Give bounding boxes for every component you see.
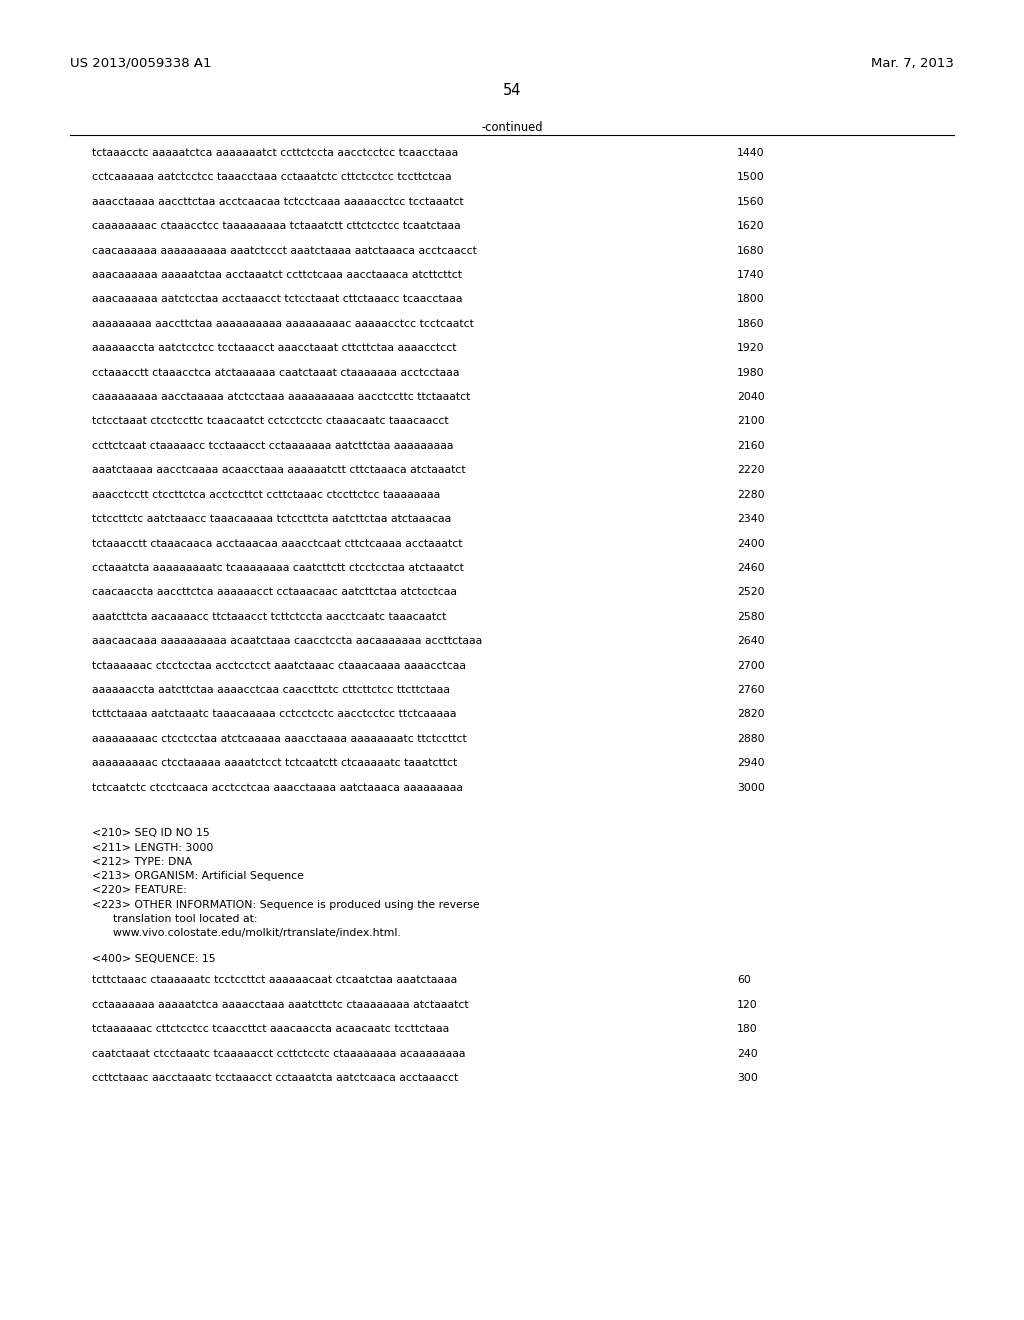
- Text: <213> ORGANISM: Artificial Sequence: <213> ORGANISM: Artificial Sequence: [92, 871, 304, 880]
- Text: 240: 240: [737, 1048, 758, 1059]
- Text: aaatctaaaa aacctcaaaa acaacctaaa aaaaaatctt cttctaaaca atctaaatct: aaatctaaaa aacctcaaaa acaacctaaa aaaaaat…: [92, 465, 466, 475]
- Text: tctaaacctc aaaaatctca aaaaaaatct ccttctccta aacctcctcc tcaacctaaa: tctaaacctc aaaaatctca aaaaaaatct ccttctc…: [92, 148, 459, 158]
- Text: aaacctcctt ctccttctca acctccttct ccttctaaac ctccttctcc taaaaaaaa: aaacctcctt ctccttctca acctccttct ccttcta…: [92, 490, 440, 500]
- Text: 1620: 1620: [737, 220, 765, 231]
- Text: tctcaatctc ctcctcaaca acctcctcaa aaacctaaaa aatctaaaca aaaaaaaaa: tctcaatctc ctcctcaaca acctcctcaa aaaccta…: [92, 783, 463, 793]
- Text: 2520: 2520: [737, 587, 765, 598]
- Text: -continued: -continued: [481, 121, 543, 135]
- Text: 2220: 2220: [737, 465, 765, 475]
- Text: ccttctcaat ctaaaaacc tcctaaacct cctaaaaaaa aatcttctaa aaaaaaaaa: ccttctcaat ctaaaaacc tcctaaacct cctaaaaa…: [92, 441, 454, 451]
- Text: aaaaaaaaac ctcctcctaa atctcaaaaa aaacctaaaa aaaaaaaatc ttctccttct: aaaaaaaaac ctcctcctaa atctcaaaaa aaaccta…: [92, 734, 467, 744]
- Text: 1560: 1560: [737, 197, 765, 207]
- Text: <220> FEATURE:: <220> FEATURE:: [92, 886, 187, 895]
- Text: 2940: 2940: [737, 758, 765, 768]
- Text: 2880: 2880: [737, 734, 765, 744]
- Text: <210> SEQ ID NO 15: <210> SEQ ID NO 15: [92, 828, 210, 838]
- Text: 120: 120: [737, 999, 758, 1010]
- Text: caaaaaaaac ctaaacctcc taaaaaaaaa tctaaatctt cttctcctcc tcaatctaaa: caaaaaaaac ctaaacctcc taaaaaaaaa tctaaat…: [92, 220, 461, 231]
- Text: tcttctaaac ctaaaaaatc tcctccttct aaaaaacaat ctcaatctaa aaatctaaaa: tcttctaaac ctaaaaaatc tcctccttct aaaaaac…: [92, 975, 458, 985]
- Text: <223> OTHER INFORMATION: Sequence is produced using the reverse: <223> OTHER INFORMATION: Sequence is pro…: [92, 899, 480, 909]
- Text: 1500: 1500: [737, 172, 765, 182]
- Text: aaacaaaaaa aaaaatctaa acctaaatct ccttctcaaa aacctaaaca atcttcttct: aaacaaaaaa aaaaatctaa acctaaatct ccttctc…: [92, 269, 462, 280]
- Text: 2760: 2760: [737, 685, 765, 696]
- Text: <212> TYPE: DNA: <212> TYPE: DNA: [92, 857, 193, 867]
- Text: cctaaaaaaa aaaaatctca aaaacctaaa aaatcttctc ctaaaaaaaa atctaaatct: cctaaaaaaa aaaaatctca aaaacctaaa aaatctt…: [92, 999, 469, 1010]
- Text: tcttctaaaa aatctaaatc taaacaaaaa cctcctcctc aacctcctcc ttctcaaaaa: tcttctaaaa aatctaaatc taaacaaaaa cctcctc…: [92, 709, 457, 719]
- Text: tctaaaaaac cttctcctcc tcaaccttct aaacaaccta acaacaatc tccttctaaa: tctaaaaaac cttctcctcc tcaaccttct aaacaac…: [92, 1024, 450, 1034]
- Text: 1800: 1800: [737, 294, 765, 305]
- Text: 2160: 2160: [737, 441, 765, 451]
- Text: 2640: 2640: [737, 636, 765, 647]
- Text: aaaaaaaaa aaccttctaa aaaaaaaaaa aaaaaaaaac aaaaacctcc tcctcaatct: aaaaaaaaa aaccttctaa aaaaaaaaaa aaaaaaaa…: [92, 318, 474, 329]
- Text: 180: 180: [737, 1024, 758, 1034]
- Text: aaacaacaaa aaaaaaaaaa acaatctaaa caacctccta aacaaaaaaa accttctaaa: aaacaacaaa aaaaaaaaaa acaatctaaa caacctc…: [92, 636, 482, 647]
- Text: 1920: 1920: [737, 343, 765, 354]
- Text: aaacctaaaa aaccttctaa acctcaacaa tctcctcaaa aaaaacctcc tcctaaatct: aaacctaaaa aaccttctaa acctcaacaa tctcctc…: [92, 197, 464, 207]
- Text: 2280: 2280: [737, 490, 765, 500]
- Text: 2040: 2040: [737, 392, 765, 403]
- Text: aaacaaaaaa aatctcctaa acctaaacct tctcctaaat cttctaaacc tcaacctaaa: aaacaaaaaa aatctcctaa acctaaacct tctccta…: [92, 294, 463, 305]
- Text: US 2013/0059338 A1: US 2013/0059338 A1: [70, 57, 211, 70]
- Text: 2580: 2580: [737, 611, 765, 622]
- Text: aaatcttcta aacaaaacc ttctaaacct tcttctccta aacctcaatc taaacaatct: aaatcttcta aacaaaacc ttctaaacct tcttctcc…: [92, 611, 446, 622]
- Text: caacaaccta aaccttctca aaaaaacct cctaaacaac aatcttctaa atctcctcaa: caacaaccta aaccttctca aaaaaacct cctaaaca…: [92, 587, 457, 598]
- Text: ccttctaaac aacctaaatc tcctaaacct cctaaatcta aatctcaaca acctaaacct: ccttctaaac aacctaaatc tcctaaacct cctaaat…: [92, 1073, 459, 1082]
- Text: caaaaaaaaa aacctaaaaa atctcctaaa aaaaaaaaaa aacctccttc ttctaaatct: caaaaaaaaa aacctaaaaa atctcctaaa aaaaaaa…: [92, 392, 471, 403]
- Text: caatctaaat ctcctaaatc tcaaaaacct ccttctcctc ctaaaaaaaa acaaaaaaaa: caatctaaat ctcctaaatc tcaaaaacct ccttctc…: [92, 1048, 466, 1059]
- Text: tctaaaaaac ctcctcctaa acctcctcct aaatctaaac ctaaacaaaa aaaacctcaa: tctaaaaaac ctcctcctaa acctcctcct aaatcta…: [92, 660, 466, 671]
- Text: cctcaaaaaa aatctcctcc taaacctaaa cctaaatctc cttctcctcc tccttctcaa: cctcaaaaaa aatctcctcc taaacctaaa cctaaat…: [92, 172, 452, 182]
- Text: 300: 300: [737, 1073, 758, 1082]
- Text: aaaaaaccta aatcttctaa aaaacctcaa caaccttctc cttcttctcc ttcttctaaa: aaaaaaccta aatcttctaa aaaacctcaa caacctt…: [92, 685, 451, 696]
- Text: tctccttctc aatctaaacc taaacaaaaa tctccttcta aatcttctaa atctaaacaa: tctccttctc aatctaaacc taaacaaaaa tctcctt…: [92, 513, 452, 524]
- Text: www.vivo.colostate.edu/molkit/rtranslate/index.html.: www.vivo.colostate.edu/molkit/rtranslate…: [92, 928, 401, 939]
- Text: 60: 60: [737, 975, 752, 985]
- Text: <400> SEQUENCE: 15: <400> SEQUENCE: 15: [92, 954, 216, 964]
- Text: 1440: 1440: [737, 148, 765, 158]
- Text: 3000: 3000: [737, 783, 765, 793]
- Text: translation tool located at:: translation tool located at:: [92, 913, 258, 924]
- Text: aaaaaaaaac ctcctaaaaa aaaatctcct tctcaatctt ctcaaaaatc taaatcttct: aaaaaaaaac ctcctaaaaa aaaatctcct tctcaat…: [92, 758, 458, 768]
- Text: 1860: 1860: [737, 318, 765, 329]
- Text: 2400: 2400: [737, 539, 765, 549]
- Text: tctaaacctt ctaaacaaca acctaaacaa aaacctcaat cttctcaaaa acctaaatct: tctaaacctt ctaaacaaca acctaaacaa aaacctc…: [92, 539, 463, 549]
- Text: 2700: 2700: [737, 660, 765, 671]
- Text: 1740: 1740: [737, 269, 765, 280]
- Text: cctaaatcta aaaaaaaaatc tcaaaaaaaa caatcttctt ctcctcctaa atctaaatct: cctaaatcta aaaaaaaaatc tcaaaaaaaa caatct…: [92, 562, 464, 573]
- Text: Mar. 7, 2013: Mar. 7, 2013: [871, 57, 954, 70]
- Text: 1980: 1980: [737, 367, 765, 378]
- Text: aaaaaaccta aatctcctcc tcctaaacct aaacctaaat cttcttctaa aaaacctcct: aaaaaaccta aatctcctcc tcctaaacct aaaccta…: [92, 343, 457, 354]
- Text: 1680: 1680: [737, 246, 765, 256]
- Text: 54: 54: [503, 83, 521, 98]
- Text: caacaaaaaa aaaaaaaaaa aaatctccct aaatctaaaa aatctaaaca acctcaacct: caacaaaaaa aaaaaaaaaa aaatctccct aaatcta…: [92, 246, 477, 256]
- Text: 2100: 2100: [737, 416, 765, 426]
- Text: 2340: 2340: [737, 513, 765, 524]
- Text: cctaaacctt ctaaacctca atctaaaaaa caatctaaat ctaaaaaaa acctcctaaa: cctaaacctt ctaaacctca atctaaaaaa caatcta…: [92, 367, 460, 378]
- Text: 2460: 2460: [737, 562, 765, 573]
- Text: 2820: 2820: [737, 709, 765, 719]
- Text: <211> LENGTH: 3000: <211> LENGTH: 3000: [92, 842, 214, 853]
- Text: tctcctaaat ctcctccttc tcaacaatct cctcctcctc ctaaacaatc taaacaacct: tctcctaaat ctcctccttc tcaacaatct cctcctc…: [92, 416, 449, 426]
